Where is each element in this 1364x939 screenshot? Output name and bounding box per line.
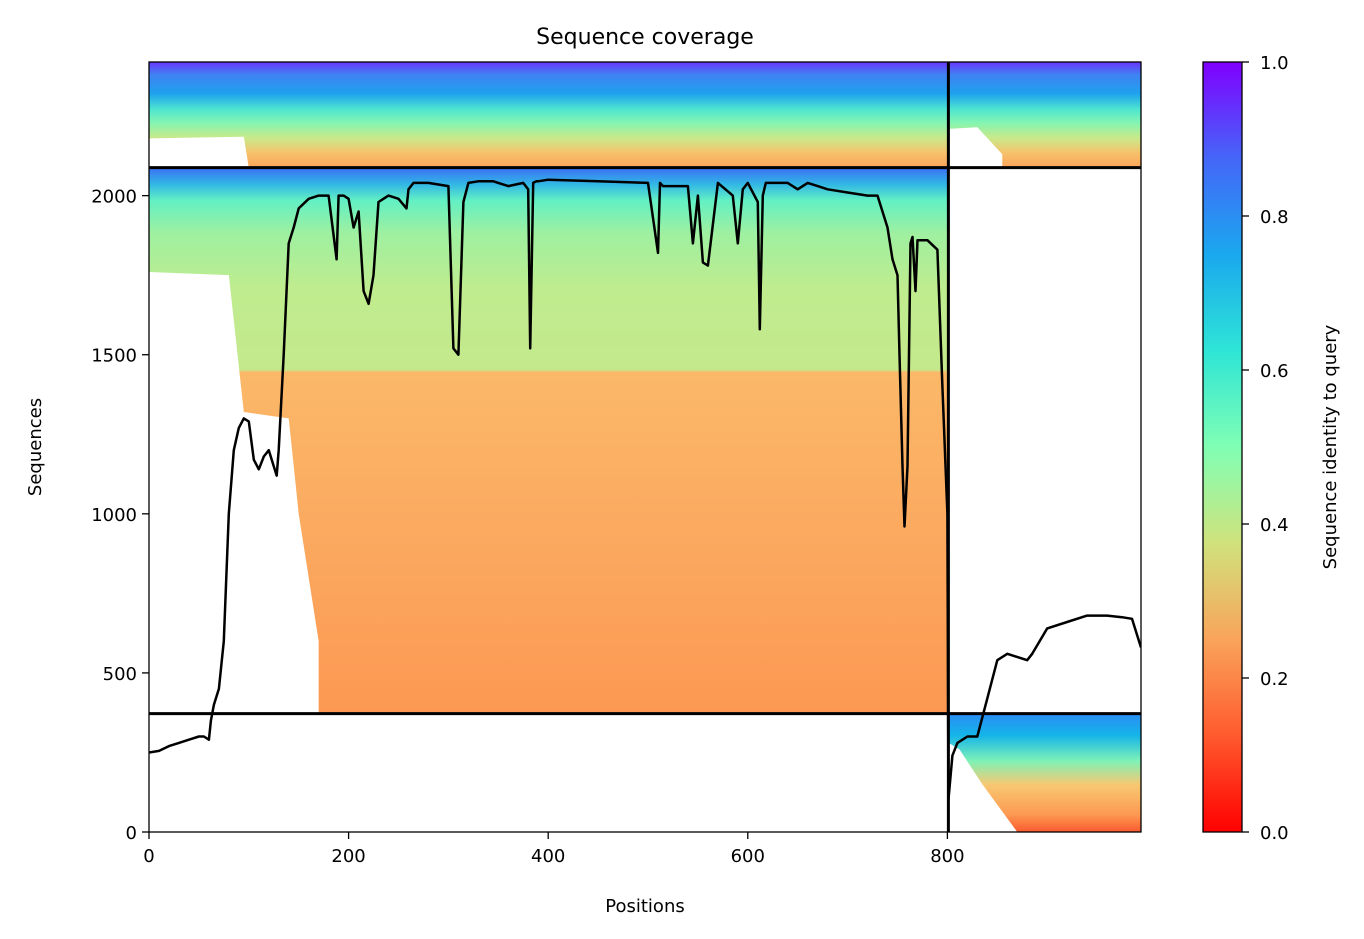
colorbar-tick-label: 1.0 [1260,53,1289,74]
x-tick-label: 200 [331,846,365,867]
x-axis-label: Positions [605,896,684,917]
y-tick-label: 0 [126,823,137,844]
colorbar-tick-label: 0.0 [1260,823,1289,844]
x-tick-label: 600 [731,846,765,867]
block-top-both-chains [149,62,1141,168]
colorbar-tick-label: 0.2 [1260,669,1289,690]
uncovered-region [948,127,1003,168]
axes-frame [148,61,1142,833]
x-axis-ticks: 0 200 400 600 800 [143,832,965,867]
x-tick-label: 800 [930,846,964,867]
colorbar-ticks: 0.0 0.2 0.4 0.6 0.8 1.0 [1242,53,1289,844]
colorbar-tick-label: 0.8 [1260,207,1289,228]
coverage-heatmap [149,62,1141,832]
block-middle-chain-a [149,167,949,714]
y-tick-label: 2000 [91,187,137,208]
colorbar-label: Sequence identity to query [1320,324,1341,569]
y-axis-label: Sequences [25,398,46,496]
y-axis-ticks: 0 500 1000 1500 2000 [91,187,149,844]
colorbar-tick-label: 0.6 [1260,361,1289,382]
uncovered-region [149,136,249,168]
y-tick-label: 1000 [91,505,137,526]
colorbar [1202,61,1243,833]
x-tick-label: 0 [143,846,154,867]
block-bottom-chain-b [948,713,1141,832]
y-tick-label: 500 [103,664,137,685]
y-tick-label: 1500 [91,346,137,367]
chart-title: Sequence coverage [536,25,754,50]
coverage-line [149,178,1141,802]
x-tick-label: 400 [531,846,565,867]
colorbar-tick-label: 0.4 [1260,515,1289,536]
